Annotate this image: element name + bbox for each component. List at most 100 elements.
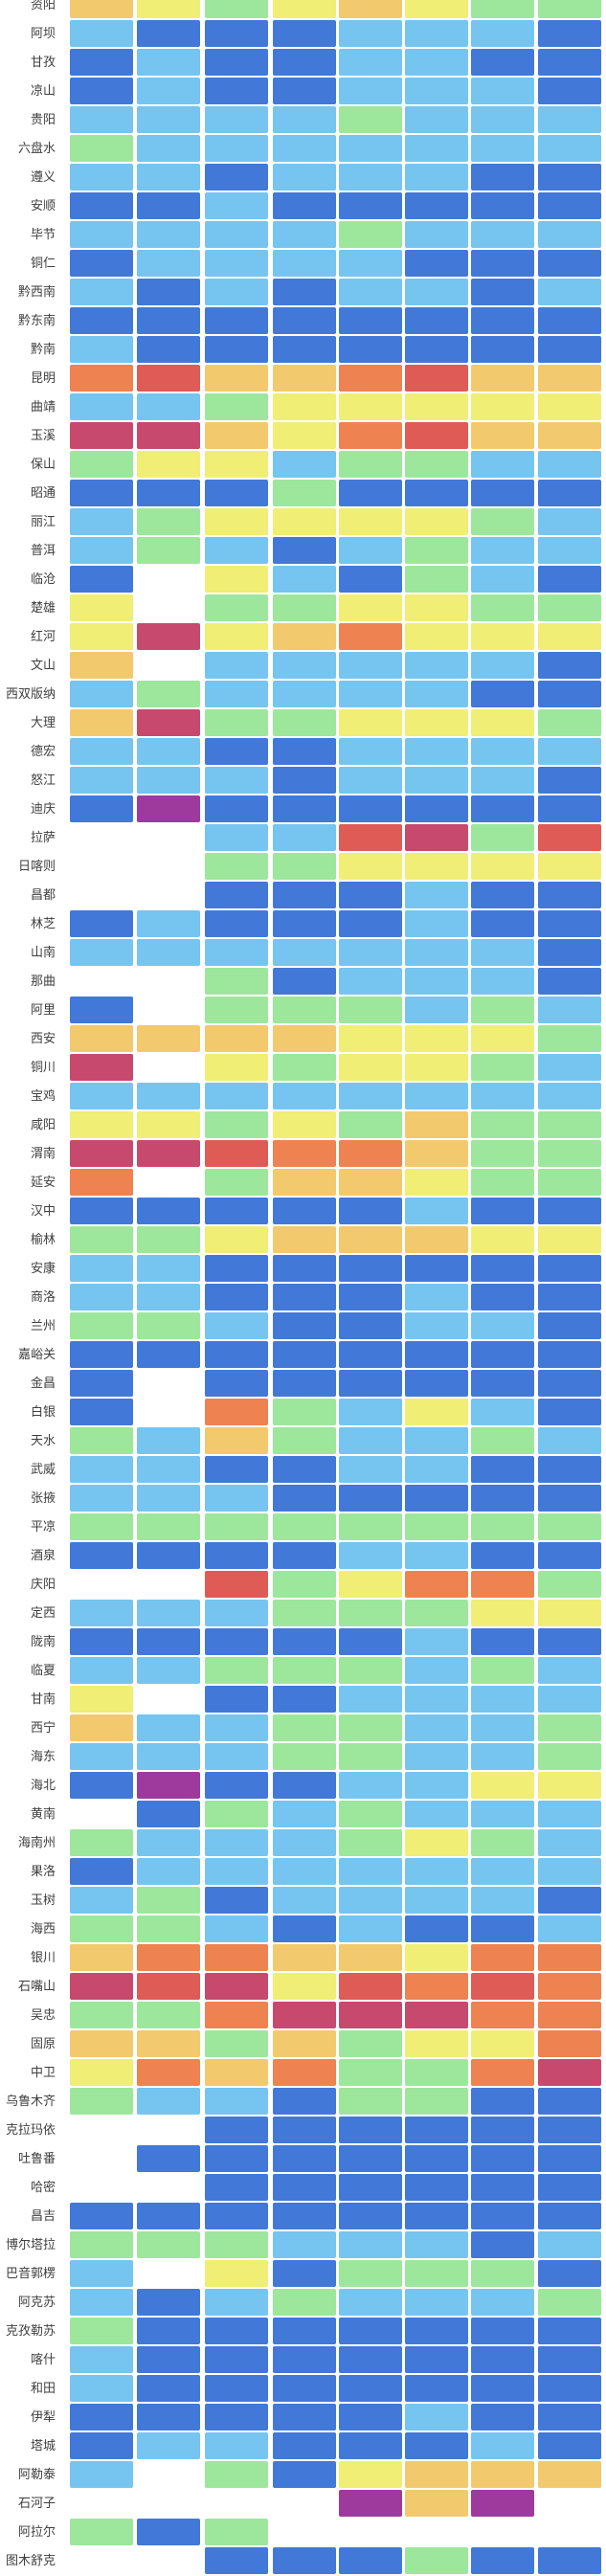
- heatmap-cell[interactable]: [538, 1111, 601, 1138]
- heatmap-cell[interactable]: [137, 1628, 200, 1655]
- heatmap-cell[interactable]: [70, 78, 133, 104]
- heatmap-cell[interactable]: [538, 192, 601, 219]
- heatmap-cell[interactable]: [70, 164, 133, 190]
- heatmap-cell[interactable]: [205, 2547, 268, 2574]
- heatmap-cell[interactable]: [273, 106, 336, 133]
- heatmap-cell[interactable]: [339, 1169, 402, 1196]
- heatmap-cell[interactable]: [70, 2318, 133, 2344]
- heatmap-cell[interactable]: [538, 221, 601, 248]
- heatmap-cell[interactable]: [70, 1054, 133, 1081]
- heatmap-cell[interactable]: [471, 1915, 534, 1942]
- heatmap-cell[interactable]: [137, 2346, 200, 2373]
- heatmap-cell[interactable]: [471, 738, 534, 765]
- heatmap-cell[interactable]: [339, 2174, 402, 2201]
- heatmap-cell[interactable]: [70, 1887, 133, 1914]
- heatmap-cell[interactable]: [538, 2461, 601, 2488]
- heatmap-cell[interactable]: [538, 1169, 601, 1196]
- heatmap-cell[interactable]: [70, 594, 133, 621]
- heatmap-cell[interactable]: [205, 1772, 268, 1799]
- heatmap-cell[interactable]: [205, 221, 268, 248]
- heatmap-cell[interactable]: [339, 2059, 402, 2086]
- heatmap-cell[interactable]: [339, 1542, 402, 1569]
- heatmap-cell[interactable]: [70, 681, 133, 707]
- heatmap-cell[interactable]: [339, 1427, 402, 1454]
- heatmap-cell[interactable]: [70, 1973, 133, 2000]
- heatmap-cell[interactable]: [538, 566, 601, 593]
- heatmap-cell[interactable]: [70, 0, 133, 18]
- heatmap-cell[interactable]: [205, 1600, 268, 1626]
- heatmap-cell[interactable]: [339, 192, 402, 219]
- heatmap-cell[interactable]: [137, 910, 200, 937]
- heatmap-cell[interactable]: [538, 681, 601, 707]
- heatmap-cell[interactable]: [339, 2117, 402, 2143]
- heatmap-cell[interactable]: [273, 1772, 336, 1799]
- heatmap-cell[interactable]: [70, 1513, 133, 1540]
- heatmap-cell[interactable]: [70, 1255, 133, 1282]
- heatmap-cell[interactable]: [273, 2318, 336, 2344]
- heatmap-cell[interactable]: [70, 1198, 133, 1224]
- heatmap-cell[interactable]: [339, 652, 402, 679]
- heatmap-cell[interactable]: [538, 2203, 601, 2229]
- heatmap-cell[interactable]: [538, 1427, 601, 1454]
- heatmap-cell[interactable]: [471, 1485, 534, 1512]
- heatmap-cell[interactable]: [339, 1485, 402, 1512]
- heatmap-cell[interactable]: [205, 1284, 268, 1310]
- heatmap-cell[interactable]: [273, 997, 336, 1023]
- heatmap-cell[interactable]: [273, 1686, 336, 1713]
- heatmap-cell[interactable]: [205, 2174, 268, 2201]
- heatmap-cell[interactable]: [339, 1111, 402, 1138]
- heatmap-cell[interactable]: [273, 767, 336, 794]
- heatmap-cell[interactable]: [205, 1657, 268, 1684]
- heatmap-cell[interactable]: [137, 2088, 200, 2115]
- heatmap-cell[interactable]: [405, 1312, 468, 1339]
- heatmap-cell[interactable]: [137, 2318, 200, 2344]
- heatmap-cell[interactable]: [471, 2145, 534, 2172]
- heatmap-cell[interactable]: [273, 2203, 336, 2229]
- heatmap-cell[interactable]: [405, 1887, 468, 1914]
- heatmap-cell[interactable]: [70, 1169, 133, 1196]
- heatmap-cell[interactable]: [205, 1198, 268, 1224]
- heatmap-cell[interactable]: [471, 1944, 534, 1971]
- heatmap-cell[interactable]: [273, 1485, 336, 1512]
- heatmap-cell[interactable]: [137, 1025, 200, 1052]
- heatmap-cell[interactable]: [339, 2289, 402, 2316]
- heatmap-cell[interactable]: [471, 1801, 534, 1827]
- heatmap-cell[interactable]: [205, 1973, 268, 2000]
- heatmap-cell[interactable]: [471, 1226, 534, 1253]
- heatmap-cell[interactable]: [538, 2117, 601, 2143]
- heatmap-cell[interactable]: [205, 652, 268, 679]
- heatmap-cell[interactable]: [70, 1399, 133, 1425]
- heatmap-cell[interactable]: [273, 1226, 336, 1253]
- heatmap-cell[interactable]: [137, 1341, 200, 1368]
- heatmap-cell[interactable]: [205, 393, 268, 420]
- heatmap-cell[interactable]: [339, 824, 402, 851]
- heatmap-cell[interactable]: [273, 1571, 336, 1598]
- heatmap-cell[interactable]: [70, 1829, 133, 1856]
- heatmap-cell[interactable]: [273, 2432, 336, 2459]
- heatmap-cell[interactable]: [70, 1312, 133, 1339]
- heatmap-cell[interactable]: [405, 2174, 468, 2201]
- heatmap-cell[interactable]: [137, 1858, 200, 1885]
- heatmap-cell[interactable]: [471, 451, 534, 478]
- heatmap-cell[interactable]: [405, 1571, 468, 1598]
- heatmap-cell[interactable]: [137, 2002, 200, 2028]
- heatmap-cell[interactable]: [137, 767, 200, 794]
- heatmap-cell[interactable]: [205, 2203, 268, 2229]
- heatmap-cell[interactable]: [339, 2404, 402, 2430]
- heatmap-cell[interactable]: [205, 795, 268, 822]
- heatmap-cell[interactable]: [137, 0, 200, 18]
- heatmap-cell[interactable]: [70, 566, 133, 593]
- heatmap-cell[interactable]: [339, 1628, 402, 1655]
- heatmap-cell[interactable]: [405, 2547, 468, 2574]
- heatmap-cell[interactable]: [70, 1743, 133, 1770]
- heatmap-cell[interactable]: [538, 2174, 601, 2201]
- heatmap-cell[interactable]: [405, 49, 468, 76]
- heatmap-cell[interactable]: [70, 2260, 133, 2287]
- heatmap-cell[interactable]: [273, 451, 336, 478]
- heatmap-cell[interactable]: [339, 1657, 402, 1684]
- heatmap-cell[interactable]: [471, 2461, 534, 2488]
- heatmap-cell[interactable]: [70, 1772, 133, 1799]
- heatmap-cell[interactable]: [137, 1485, 200, 1512]
- heatmap-cell[interactable]: [70, 250, 133, 277]
- heatmap-cell[interactable]: [538, 1255, 601, 1282]
